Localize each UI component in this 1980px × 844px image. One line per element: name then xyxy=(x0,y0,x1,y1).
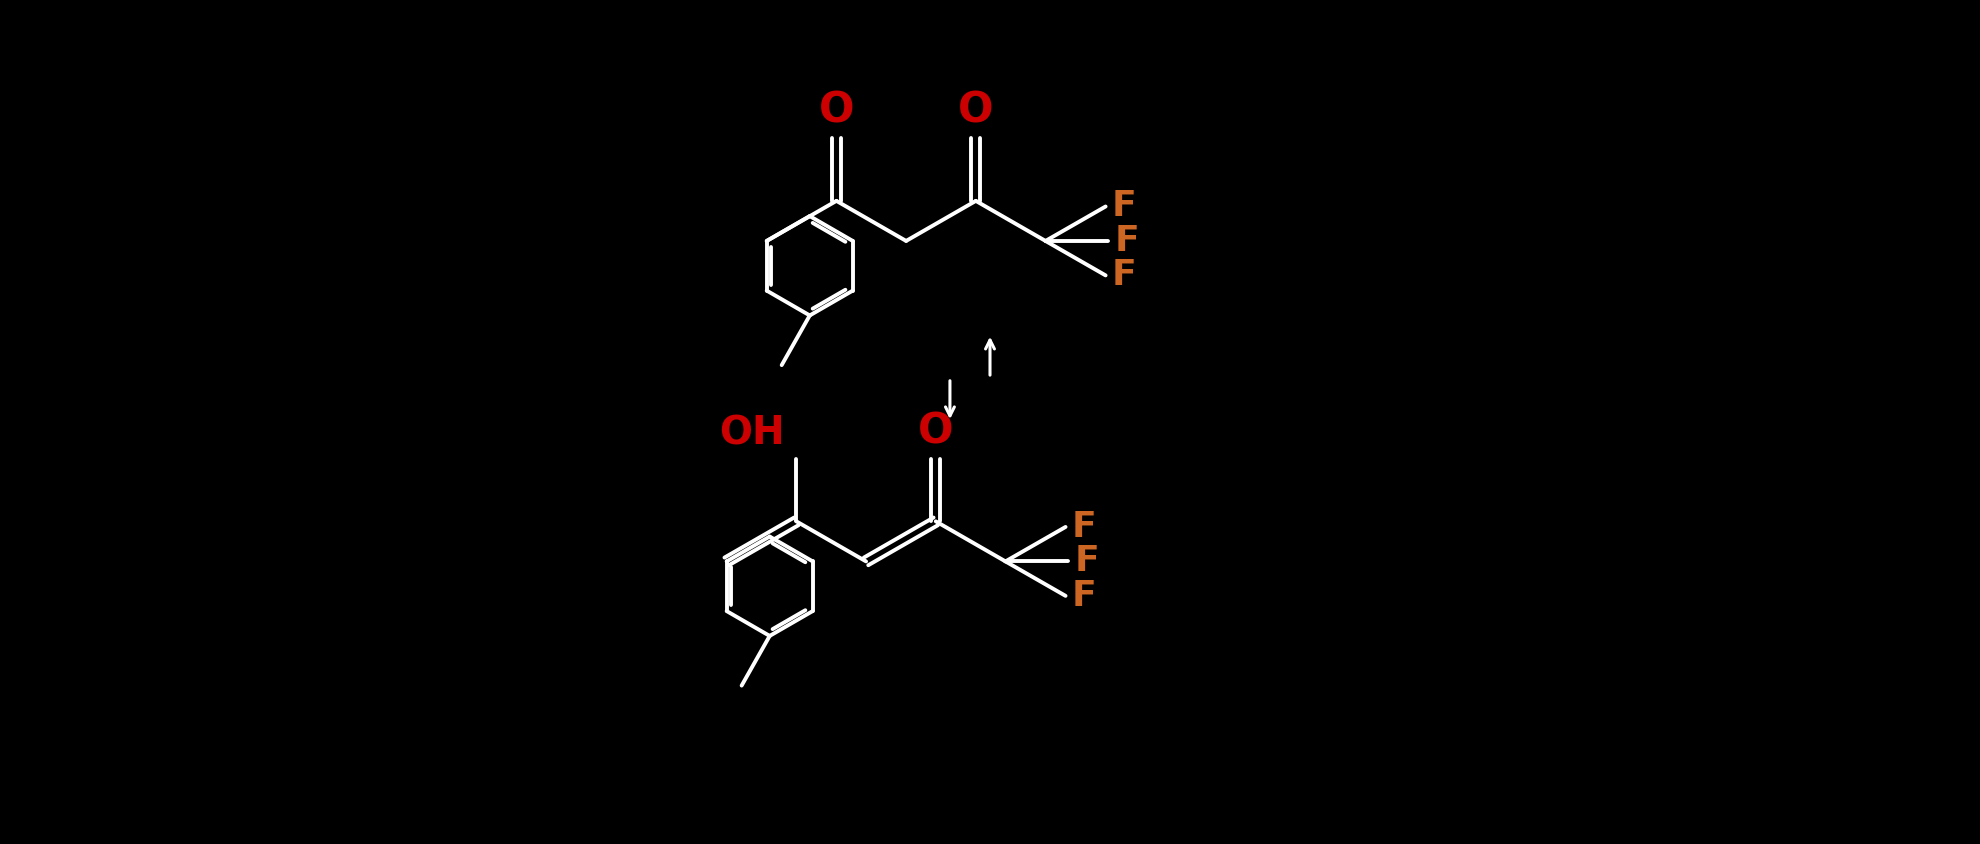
Text: F: F xyxy=(1071,510,1097,544)
Text: F: F xyxy=(1075,544,1099,578)
Text: F: F xyxy=(1071,579,1097,613)
Text: O: O xyxy=(958,90,994,132)
Text: F: F xyxy=(1115,224,1138,258)
Text: O: O xyxy=(818,90,853,132)
Text: O: O xyxy=(919,410,954,452)
Text: F: F xyxy=(1113,258,1137,292)
Text: F: F xyxy=(1113,190,1137,224)
Text: OH: OH xyxy=(719,414,786,452)
